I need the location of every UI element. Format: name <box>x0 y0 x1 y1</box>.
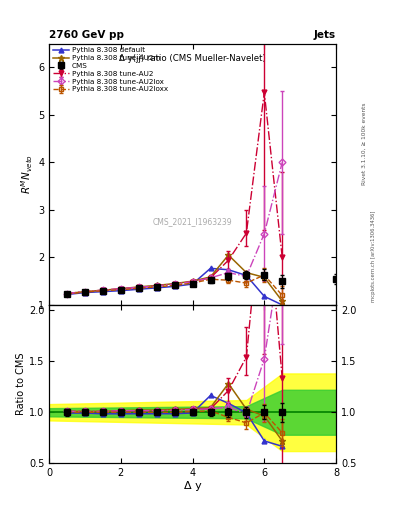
Line: Pythia 8.308 tune-AU2m: Pythia 8.308 tune-AU2m <box>64 251 286 305</box>
X-axis label: Δ y: Δ y <box>184 481 202 491</box>
Text: Rivet 3.1.10, ≥ 100k events: Rivet 3.1.10, ≥ 100k events <box>362 102 367 185</box>
Pythia 8.308 tune-AU2m <box>101 287 105 293</box>
Pythia 8.308 default <box>65 291 70 297</box>
Pythia 8.308 default <box>119 288 123 294</box>
Pythia 8.308 tune-AU2m <box>119 286 123 292</box>
Legend: Pythia 8.308 default, Pythia 8.308 tune-AU2m, CMS, Pythia 8.308 tune-AU2, Pythia: Pythia 8.308 default, Pythia 8.308 tune-… <box>51 46 169 94</box>
Pythia 8.308 tune-AU2m <box>65 290 70 296</box>
Pythia 8.308 tune-AU2m <box>83 289 87 295</box>
Pythia 8.308 default <box>244 272 249 279</box>
Y-axis label: Ratio to CMS: Ratio to CMS <box>16 353 26 415</box>
Pythia 8.308 tune-AU2m <box>190 278 195 284</box>
Pythia 8.308 tune-AU2m <box>262 274 267 281</box>
Pythia 8.308 default <box>226 267 231 273</box>
Pythia 8.308 tune-AU2m <box>208 274 213 280</box>
Pythia 8.308 default <box>101 289 105 295</box>
Text: 2760 GeV pp: 2760 GeV pp <box>49 30 124 40</box>
Pythia 8.308 tune-AU2m <box>172 281 177 287</box>
Text: Jets: Jets <box>314 30 336 40</box>
Pythia 8.308 default <box>83 289 87 295</box>
Text: CMS_2021_I1963239: CMS_2021_I1963239 <box>153 217 232 226</box>
Text: mcplots.cern.ch [arXiv:1306.3436]: mcplots.cern.ch [arXiv:1306.3436] <box>371 210 376 302</box>
Text: Δ y(jj) ratio (CMS Mueller-Navelet): Δ y(jj) ratio (CMS Mueller-Navelet) <box>119 54 266 63</box>
Pythia 8.308 default <box>190 281 195 287</box>
Line: Pythia 8.308 default: Pythia 8.308 default <box>64 266 285 307</box>
Pythia 8.308 default <box>280 302 285 308</box>
Y-axis label: $R^MN_{veto}$: $R^MN_{veto}$ <box>20 154 35 194</box>
Pythia 8.308 default <box>262 293 267 300</box>
Pythia 8.308 tune-AU2m <box>226 252 231 258</box>
Pythia 8.308 default <box>154 285 159 291</box>
Pythia 8.308 tune-AU2m <box>244 269 249 275</box>
Pythia 8.308 default <box>136 286 141 292</box>
Pythia 8.308 tune-AU2m <box>154 283 159 289</box>
Pythia 8.308 default <box>208 265 213 271</box>
Pythia 8.308 tune-AU2m <box>136 284 141 290</box>
Pythia 8.308 tune-AU2m <box>280 298 285 304</box>
Pythia 8.308 default <box>172 283 177 289</box>
